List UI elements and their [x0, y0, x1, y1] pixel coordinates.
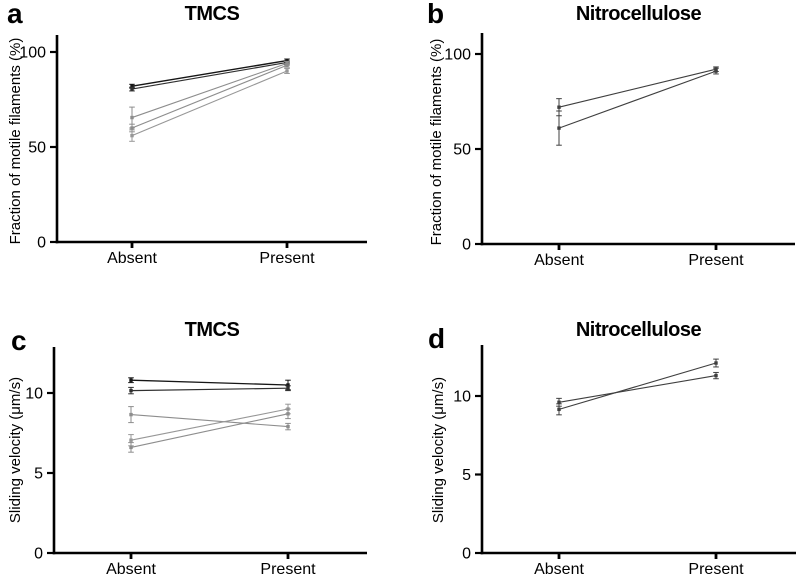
panel-title: Nitrocellulose	[575, 319, 702, 341]
data-point-marker	[130, 87, 134, 91]
panel-letter: a	[7, 0, 23, 29]
data-point-marker	[714, 373, 718, 378]
panel-letter: d	[428, 323, 446, 354]
y-tick-label: 50	[28, 140, 46, 157]
x-tick-label: Present	[688, 561, 744, 578]
panel-c: c TMCS Sliding velocity (μm/s) 0 5 10 Absen…	[0, 291, 399, 581]
data-point-marker	[286, 412, 290, 416]
x-tick-label: Absent	[534, 561, 584, 578]
x-tick-label: Absent	[106, 561, 156, 578]
series-line	[130, 413, 289, 448]
panel-a: a TMCS Fraction of motile filaments (%) …	[0, 0, 399, 291]
data-point-marker	[557, 400, 561, 404]
series-line	[130, 387, 289, 392]
plot-area: 0 50 100 Absent Present	[19, 35, 367, 267]
data-point-marker	[285, 63, 289, 67]
data-point-marker	[130, 126, 134, 130]
x-tick-label: Present	[260, 561, 316, 578]
data-point-marker	[714, 69, 718, 73]
series-line	[558, 362, 717, 410]
data-point-marker	[129, 378, 133, 382]
data-point-marker	[286, 424, 290, 429]
data-point-marker	[130, 84, 134, 88]
panel-letter: c	[11, 325, 27, 356]
data-point-marker	[129, 438, 133, 442]
y-tick-label: 0	[37, 235, 46, 252]
panel-title: TMCS	[184, 3, 240, 25]
x-tick-label: Absent	[534, 252, 584, 269]
data-point-marker	[557, 407, 561, 412]
y-tick-label: 10	[453, 389, 471, 406]
panel-title: TMCS	[184, 319, 240, 341]
series-line	[130, 379, 289, 386]
data-point-marker	[129, 412, 133, 417]
data-point-marker	[129, 388, 133, 393]
data-point-marker	[714, 361, 718, 365]
data-point-marker	[129, 445, 133, 450]
plot-area: 0 5 10 Absent Present	[25, 347, 367, 578]
plot-area: 0 50 100 Absent Present	[444, 33, 795, 269]
y-tick-label: 0	[34, 546, 43, 563]
plot-area: 0 5 10 Absent Present	[453, 345, 796, 578]
data-point-marker	[130, 133, 134, 138]
data-point-marker	[286, 383, 290, 387]
x-tick-label: Present	[688, 252, 744, 269]
y-tick-label: 50	[453, 142, 471, 159]
series-line	[558, 375, 717, 403]
panel-d: d Nitrocellulose Sliding velocity (μm/s)…	[399, 291, 798, 581]
y-tick-label: 5	[34, 466, 43, 483]
y-tick-label: 100	[444, 47, 471, 64]
data-point-marker	[557, 126, 561, 130]
series-line	[131, 70, 288, 137]
x-tick-label: Absent	[107, 250, 157, 267]
panel-b: b Nitrocellulose Fraction of motile fila…	[399, 0, 798, 291]
panel-title: Nitrocellulose	[575, 3, 702, 25]
x-tick-label: Present	[259, 250, 315, 267]
series-line	[130, 414, 289, 428]
y-tick-label: 0	[462, 546, 471, 563]
data-point-marker	[286, 386, 290, 390]
series-line	[558, 70, 717, 129]
series-line	[131, 62, 288, 119]
data-point-marker	[285, 69, 289, 73]
panel-letter: b	[427, 0, 445, 29]
series-line	[131, 59, 288, 87]
series-line	[558, 68, 717, 108]
y-tick-label: 5	[462, 467, 471, 484]
y-tick-label: 100	[19, 45, 46, 62]
series-line	[131, 64, 288, 129]
y-tick-label: 0	[462, 237, 471, 254]
series-line	[130, 408, 289, 441]
data-point-marker	[130, 115, 134, 120]
series-line	[131, 61, 288, 90]
y-tick-label: 10	[25, 386, 43, 403]
data-point-marker	[557, 105, 561, 109]
